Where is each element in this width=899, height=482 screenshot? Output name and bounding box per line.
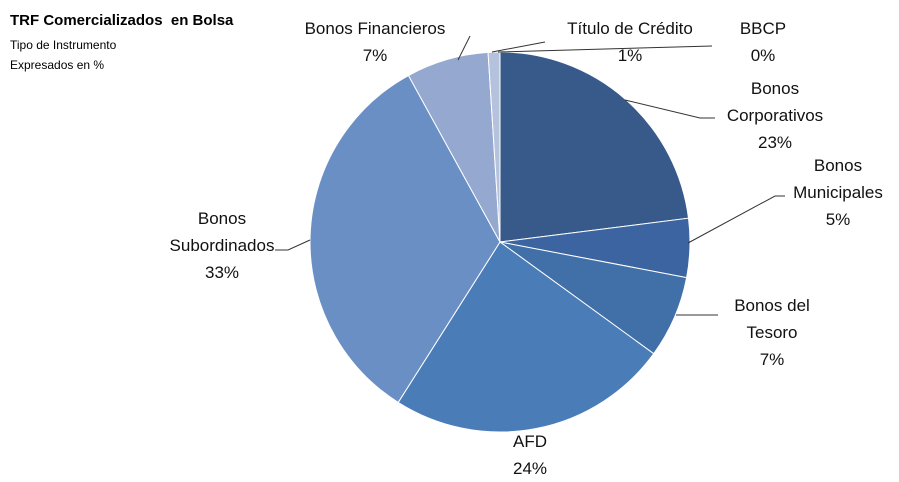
pie-slice [397,241,655,433]
category-label: Título de Crédito [567,19,693,38]
value-label: 33% [204,263,240,282]
value-label: 7% [759,350,785,369]
slice-label: BBCP 0% [723,15,803,69]
category-label: Bonos Municipales [793,156,883,202]
slice-label: Título de Crédito 1% [540,15,720,69]
leader-line [624,99,715,119]
pie-slice [499,51,690,243]
chart-title: TRF Comercializados en Bolsa [10,12,234,29]
category-label: AFD [513,432,547,451]
value-label: 5% [825,210,851,229]
pie-slice [309,74,501,404]
value-label: 1% [617,46,643,65]
value-label: 0% [750,46,776,65]
chart-subtitle: Tipo de Instrumento [10,38,117,52]
category-label: Bonos del Tesoro [734,296,810,342]
slice-label: Bonos Municipales 5% [778,152,898,233]
slice-label: Bonos del Tesoro 7% [722,292,822,373]
slice-label: Bonos Subordinados 33% [162,205,282,286]
value-label: 23% [757,133,793,152]
leader-line [275,239,311,251]
chart-subtitle: Expresados en % [10,58,105,72]
value-label: 24% [512,459,548,478]
category-label: Bonos Financieros [304,19,446,38]
value-label: 7% [362,46,388,65]
leader-line [491,41,546,53]
leader-line [687,195,785,244]
slice-label: Bonos Corporativos 23% [715,75,835,156]
slice-label: AFD 24% [490,428,570,482]
category-label: BBCP [739,19,787,38]
category-label: Bonos Corporativos [726,79,824,125]
leader-line [457,35,471,61]
slice-label: Bonos Financieros 7% [285,15,465,69]
category-label: Bonos Subordinados [169,209,275,255]
leader-line [497,45,713,53]
